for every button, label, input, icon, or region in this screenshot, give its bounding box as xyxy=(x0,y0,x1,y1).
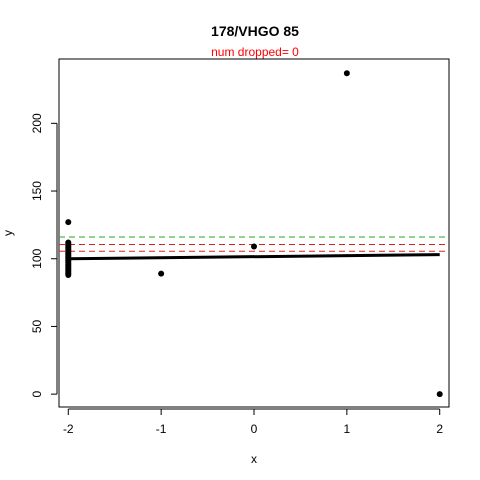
y-axis-label: y xyxy=(1,230,15,236)
data-point xyxy=(158,270,165,277)
data-point xyxy=(65,271,72,278)
plot-frame xyxy=(58,58,450,408)
fit-line-group xyxy=(68,253,440,261)
x-tick-label: 2 xyxy=(436,422,443,436)
x-axis: -2 -1 0 1 2 xyxy=(63,408,443,436)
y-tick-label: 0 xyxy=(30,390,44,397)
x-tick-label: -1 xyxy=(156,422,167,436)
y-tick-label: 150 xyxy=(30,181,44,201)
data-point xyxy=(436,391,443,398)
data-points xyxy=(65,70,443,398)
chart-subtitle: num dropped= 0 xyxy=(211,45,299,59)
x-axis-label: x xyxy=(251,452,257,466)
data-point xyxy=(251,243,257,250)
fit-line xyxy=(68,253,440,261)
chart-title: 178/VHGO 85 xyxy=(211,23,299,39)
x-tick-label: 1 xyxy=(344,422,351,436)
y-tick-label: 100 xyxy=(30,248,44,268)
y-axis: 0 50 100 150 200 xyxy=(30,113,58,397)
x-tick-label: 0 xyxy=(251,422,258,436)
y-tick-label: 200 xyxy=(30,113,44,133)
data-point xyxy=(65,219,72,226)
x-tick-label: -2 xyxy=(63,422,74,436)
data-point xyxy=(343,70,350,77)
y-tick-label: 50 xyxy=(30,319,44,333)
